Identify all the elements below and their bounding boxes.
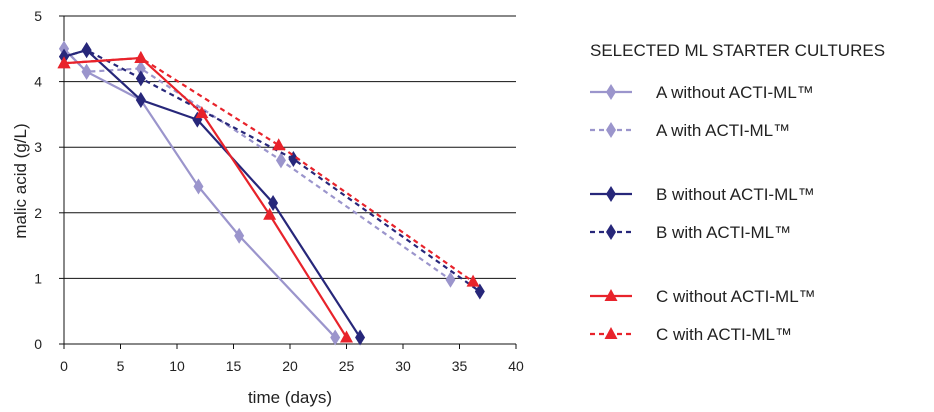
data-point [340, 330, 353, 343]
y-axis-title: malic acid (g/L) [11, 123, 30, 238]
legend-label: A without ACTI-ML™ [656, 83, 814, 102]
x-tick-label: 20 [282, 358, 298, 374]
data-point [57, 56, 71, 69]
series-5 [57, 50, 480, 287]
legend-title: SELECTED ML STARTER CULTURES [590, 41, 885, 60]
series-0 [59, 40, 341, 346]
series-line [63, 48, 361, 339]
x-tick-label: 10 [169, 358, 185, 374]
x-tick-label: 40 [508, 358, 524, 374]
legend: A without ACTI-ML™ A with ACTI-ML™ B witho… [590, 83, 816, 344]
legend-label: B without ACTI-ML™ [656, 185, 815, 204]
data-point [81, 42, 92, 59]
legend-label: A with ACTI-ML™ [656, 121, 790, 140]
legend-entry: A without ACTI-ML™ [590, 83, 814, 102]
data-point [330, 329, 341, 346]
x-axis-title: time (days) [248, 388, 332, 407]
y-tick-label: 3 [34, 139, 42, 155]
x-tick-label: 35 [452, 358, 468, 374]
legend-marker [606, 224, 616, 240]
series-2 [59, 42, 366, 346]
data-point [466, 274, 480, 287]
x-tick-label: 25 [339, 358, 355, 374]
legend-label: C with ACTI-ML™ [656, 325, 792, 344]
legend-marker [606, 186, 616, 202]
legend-entry: A with ACTI-ML™ [590, 121, 790, 140]
series-layer [57, 40, 485, 346]
series-3 [59, 42, 485, 300]
legend-entry: B without ACTI-ML™ [590, 185, 815, 204]
data-point [135, 60, 146, 77]
x-tick-label: 0 [60, 358, 68, 374]
series-1 [59, 40, 456, 288]
data-point [445, 271, 456, 288]
legend-entry: C with ACTI-ML™ [590, 325, 792, 344]
legend-label: C without ACTI-ML™ [656, 287, 816, 306]
data-point [193, 178, 204, 195]
legend-entry: C without ACTI-ML™ [590, 287, 816, 306]
legend-marker [604, 327, 618, 339]
y-tick-label: 4 [34, 74, 42, 90]
data-point [474, 283, 485, 300]
x-tick-label: 15 [226, 358, 242, 374]
x-tick-label: 5 [117, 358, 125, 374]
legend-marker [606, 122, 616, 138]
data-point [263, 207, 277, 220]
data-point [135, 70, 146, 87]
legend-entry: B with ACTI-ML™ [590, 223, 791, 242]
series-line [63, 48, 336, 339]
data-point [268, 194, 279, 211]
y-tick-label: 1 [34, 270, 42, 286]
legend-marker [606, 84, 616, 100]
y-tick-label: 5 [34, 8, 42, 24]
data-point [234, 227, 245, 244]
legend-marker [604, 289, 618, 301]
data-point [355, 329, 366, 346]
data-point [275, 152, 286, 169]
legend-label: B with ACTI-ML™ [656, 223, 791, 242]
data-point [272, 138, 286, 151]
data-point [195, 106, 209, 119]
axes [59, 15, 517, 349]
data-point [81, 63, 92, 80]
data-point [134, 50, 148, 63]
y-tick-label: 0 [34, 336, 42, 352]
x-tick-label: 30 [395, 358, 411, 374]
y-tick-label: 2 [34, 205, 42, 221]
gridlines [64, 15, 516, 279]
data-point [135, 91, 146, 108]
tick-labels: 0 1 2 3 4 5 0 5 10 15 20 25 30 35 40 [34, 8, 524, 374]
series-4 [57, 50, 353, 343]
